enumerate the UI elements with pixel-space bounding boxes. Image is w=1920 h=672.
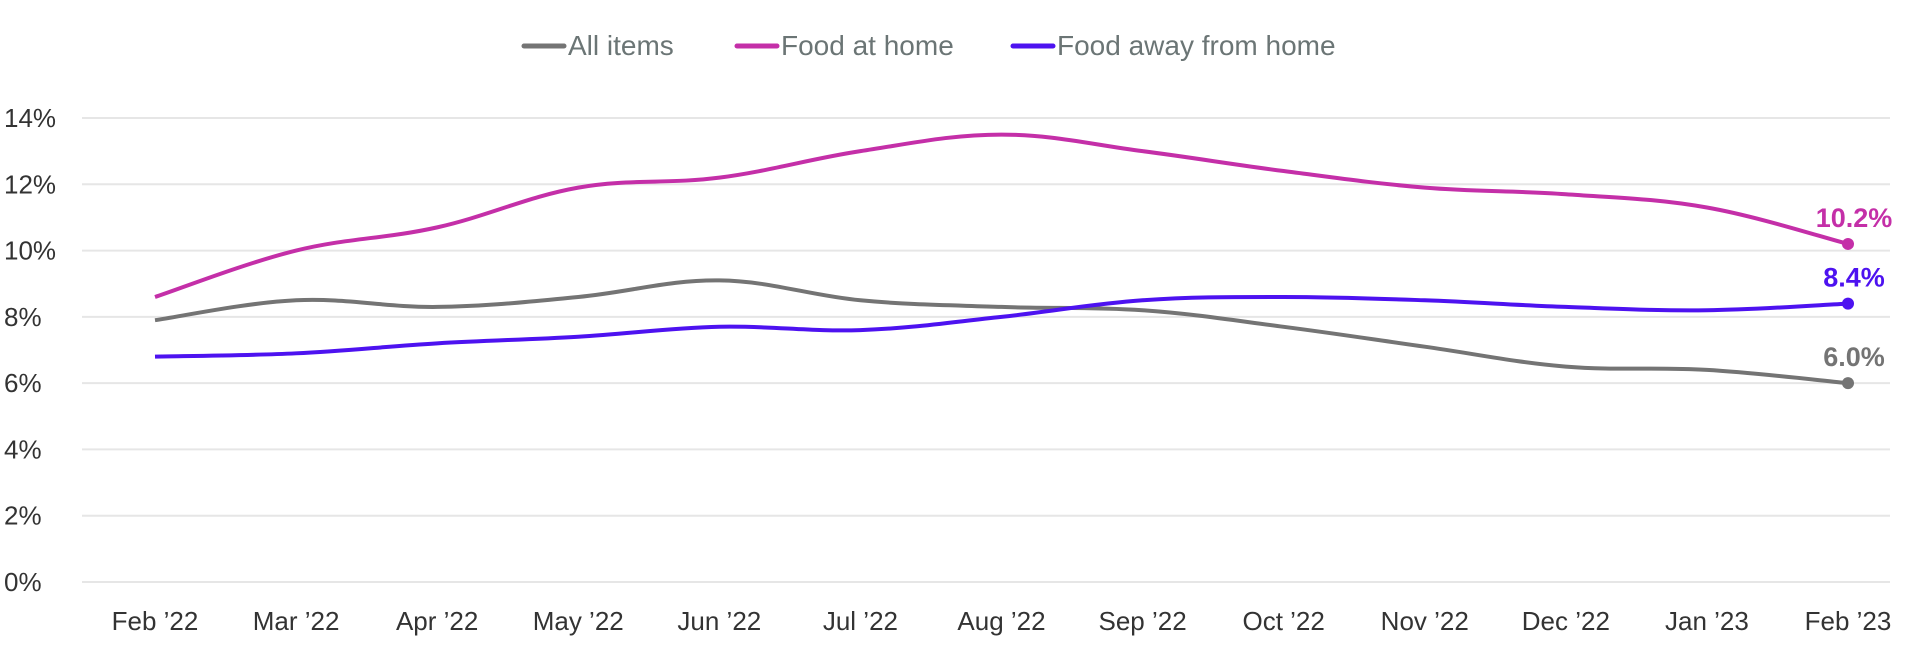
x-tick-label: Dec ’22 (1522, 606, 1610, 636)
end-point-marker (1842, 377, 1854, 390)
x-tick-label: Apr ’22 (396, 606, 478, 636)
end-point-marker (1842, 297, 1854, 310)
end-value-label: 8.4% (1823, 263, 1885, 293)
end-value-label: 6.0% (1823, 342, 1885, 372)
x-tick-label: Feb ’22 (112, 606, 199, 636)
y-tick-label: 10% (4, 236, 56, 266)
x-axis: Feb ’22 Mar ’22 Apr ’22 May ’22 Jun ’22 Jul ’… (112, 606, 1892, 636)
x-tick-label: Nov ’22 (1381, 606, 1469, 636)
legend-label: Food at home (781, 30, 954, 61)
x-tick-label: Sep ’22 (1098, 606, 1186, 636)
x-tick-label: Aug ’22 (957, 606, 1045, 636)
x-tick-label: Mar ’22 (253, 606, 340, 636)
x-tick-label: Feb ’23 (1805, 606, 1892, 636)
y-tick-label: 14% (4, 103, 56, 133)
series-line-2 (154, 294, 1849, 359)
legend-label: All items (568, 30, 674, 61)
x-tick-label: May ’22 (533, 606, 624, 636)
y-tick-label: 4% (4, 434, 42, 464)
series-line-1 (154, 132, 1849, 299)
x-tick-label: Jan ’23 (1665, 606, 1749, 636)
legend-label: Food away from home (1057, 30, 1336, 61)
y-tick-label: 6% (4, 368, 42, 398)
y-tick-label: 2% (4, 501, 42, 531)
x-tick-label: Jun ’22 (677, 606, 761, 636)
y-tick-label: 0% (4, 567, 42, 597)
y-tick-label: 12% (4, 169, 56, 199)
series-line-0 (154, 278, 1849, 386)
end-value-label: 10.2% (1816, 203, 1893, 233)
end-point-marker (1842, 237, 1854, 250)
y-axis: 0% 2% 4% 6% 8% 10% 12% 14% (4, 103, 56, 597)
y-tick-label: 8% (4, 302, 42, 332)
legend: All items Food at home Food away from home (521, 30, 1336, 61)
series-lines: 6.0% 10.2% 8.4% (154, 132, 1893, 390)
x-tick-label: Jul ’22 (823, 606, 898, 636)
x-tick-label: Oct ’22 (1242, 606, 1324, 636)
